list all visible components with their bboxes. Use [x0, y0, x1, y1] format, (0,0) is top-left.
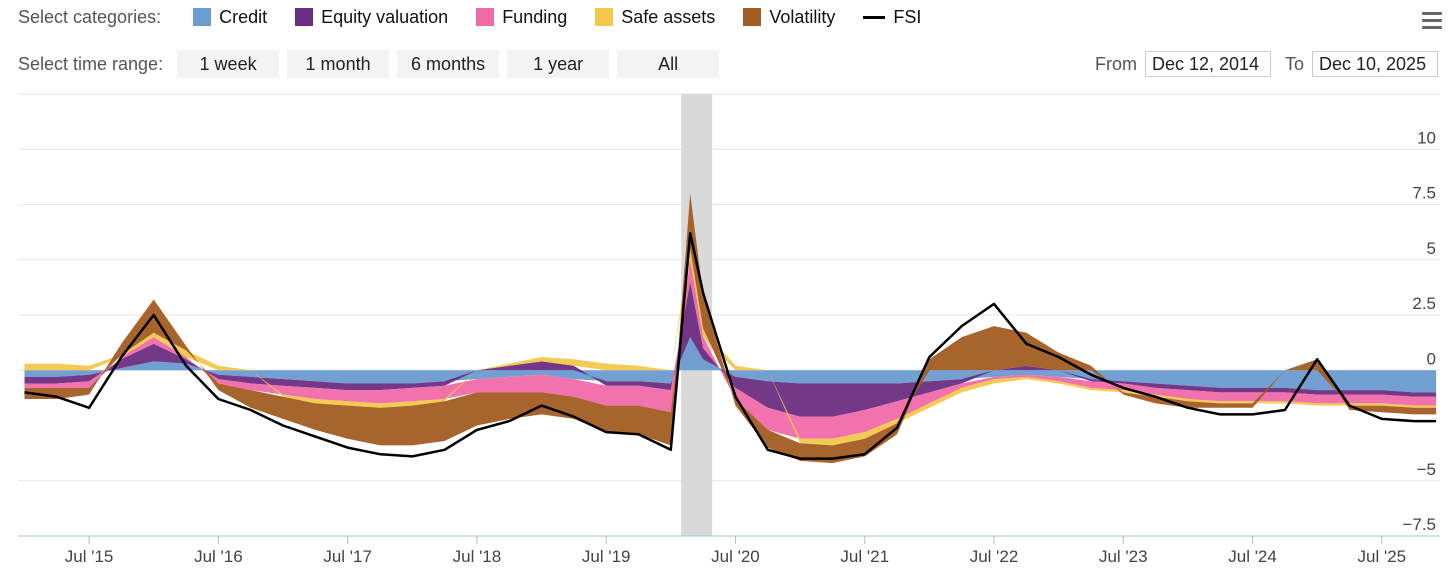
menu-bar: [1422, 26, 1442, 29]
axis-layer: Jul '15 Jul '16 Jul '17 Jul '18 Jul '19 Jul '…: [18, 128, 1440, 566]
x-tick-label: Jul '25: [1358, 547, 1407, 566]
legend-item-funding[interactable]: Funding: [476, 7, 567, 28]
area-volatility: [24, 193, 1437, 464]
x-tick-label: Jul '18: [453, 547, 502, 566]
legend-item-label: Funding: [502, 6, 568, 27]
area-funding: [24, 259, 1437, 439]
fsi-line-layer: [24, 231, 1437, 460]
date-range: From Dec 12, 2014 To Dec 10, 2025: [1095, 51, 1438, 77]
legend: Select categories: Credit Equity valuati…: [18, 4, 949, 30]
area-safe-assets: [24, 248, 1437, 446]
legend-item-safe-assets[interactable]: Safe assets: [595, 7, 715, 28]
line-swatch-icon: [863, 15, 886, 19]
x-tick-label: Jul '23: [1099, 547, 1148, 566]
square-swatch-icon: [595, 8, 614, 26]
y-tick-label: −7.5: [1402, 515, 1436, 534]
to-label: To: [1284, 53, 1304, 74]
y-tick-label: 10: [1417, 128, 1436, 147]
menu-bar: [1422, 12, 1442, 15]
square-swatch-icon: [193, 8, 212, 26]
x-tick-label: Jul '17: [323, 547, 372, 566]
square-swatch-icon: [476, 8, 495, 26]
x-tick-label: Jul '21: [840, 547, 889, 566]
range-selector-label: Select time range:: [18, 53, 164, 74]
menu-bar: [1422, 19, 1442, 22]
range-button-1-month[interactable]: 1 month: [287, 50, 390, 78]
y-tick-label: 0: [1427, 349, 1436, 368]
legend-item-label: FSI: [893, 6, 922, 27]
to-date-input[interactable]: Dec 10, 2025: [1312, 51, 1438, 77]
y-tick-label: 2.5: [1412, 294, 1436, 313]
x-tick-label: Jul '15: [65, 547, 114, 566]
legend-item-label: Equity valuation: [321, 6, 449, 27]
hamburger-menu-icon[interactable]: [1422, 12, 1442, 30]
legend-label: Select categories:: [18, 6, 162, 27]
fsi-line: [24, 231, 1437, 460]
range-button-6-months[interactable]: 6 months: [397, 50, 500, 78]
legend-item-volatility[interactable]: Volatility: [743, 7, 835, 28]
legend-item-label: Volatility: [769, 6, 836, 27]
x-tick-label: Jul '19: [582, 547, 631, 566]
legend-item-credit[interactable]: Credit: [193, 7, 267, 28]
legend-item-label: Safe assets: [621, 6, 716, 27]
range-button-1-week[interactable]: 1 week: [177, 50, 280, 78]
from-date-input[interactable]: Dec 12, 2014: [1144, 51, 1271, 77]
y-tick-label: 5: [1427, 239, 1436, 258]
grid-layer: [18, 93, 1440, 537]
x-tick-label: Jul '20: [711, 547, 760, 566]
x-tick-label: Jul '22: [970, 547, 1019, 566]
from-label: From: [1094, 53, 1137, 74]
range-button-1-year[interactable]: 1 year: [507, 50, 610, 78]
y-tick-label: 7.5: [1412, 184, 1436, 203]
square-swatch-icon: [295, 8, 314, 26]
y-tick-label: −5: [1417, 460, 1436, 479]
area-credit: [24, 337, 1437, 393]
x-tick-label: Jul '16: [194, 547, 243, 566]
x-tick-label: Jul '24: [1228, 547, 1277, 566]
range-selector: Select time range: 1 week 1 month 6 mont…: [18, 50, 720, 78]
range-button-all[interactable]: All: [617, 50, 720, 78]
legend-item-fsi[interactable]: FSI: [863, 7, 921, 28]
legend-item-label: Credit: [219, 6, 268, 27]
square-swatch-icon: [743, 8, 762, 26]
legend-item-equity-valuation[interactable]: Equity valuation: [295, 7, 448, 28]
stacked-area-layer: [24, 193, 1437, 464]
